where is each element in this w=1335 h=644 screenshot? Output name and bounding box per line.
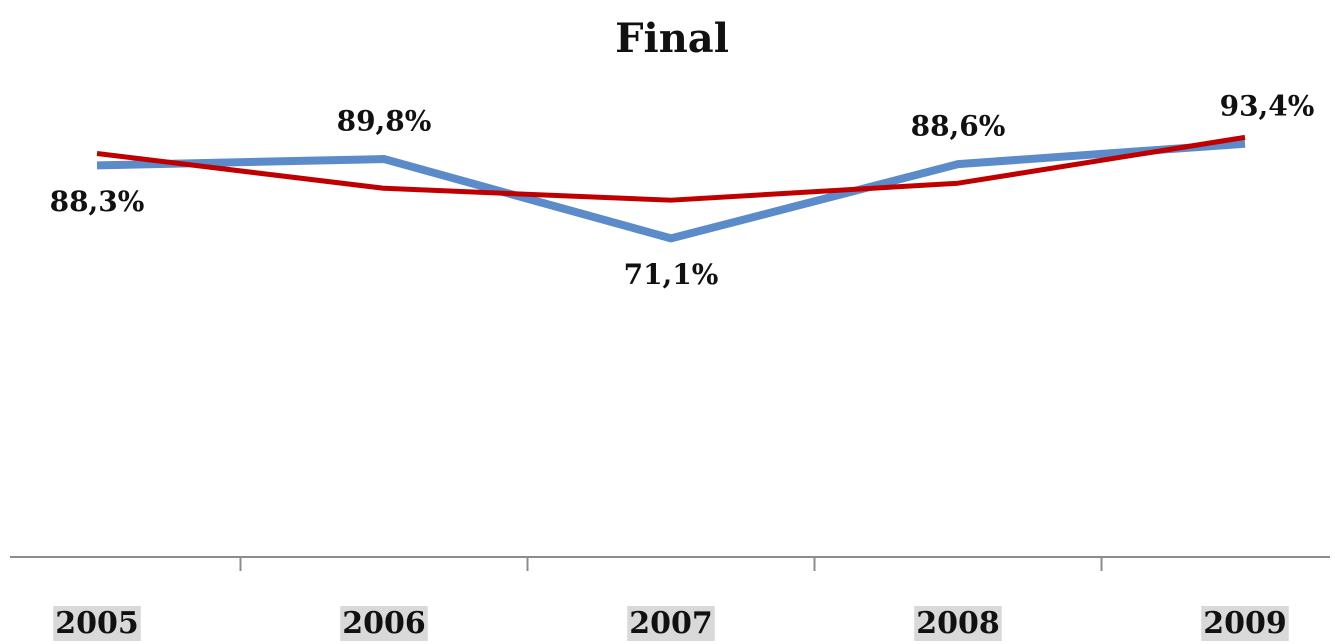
- x-tick-label: 2009: [1203, 606, 1287, 641]
- x-tick-label: 2005: [55, 606, 139, 641]
- x-tick-highlight: [1201, 606, 1289, 641]
- data-label: 89,8%: [337, 105, 432, 138]
- chart-title: Final: [615, 15, 729, 62]
- series-line: [96, 134, 1246, 203]
- series-line: [96, 139, 1246, 243]
- x-tick-label: 2006: [342, 606, 426, 641]
- data-label: 88,3%: [50, 185, 145, 218]
- x-tick-highlight: [914, 606, 1002, 641]
- x-tick-highlight: [340, 606, 428, 641]
- data-label: 71,1%: [624, 258, 719, 291]
- data-label: 88,6%: [911, 110, 1006, 143]
- x-tick-label: 2007: [629, 606, 713, 641]
- x-tick-label: 2008: [916, 606, 1000, 641]
- x-tick-highlight: [627, 606, 715, 641]
- x-tick-highlight: [53, 606, 141, 641]
- data-label: 93,4%: [1220, 89, 1315, 122]
